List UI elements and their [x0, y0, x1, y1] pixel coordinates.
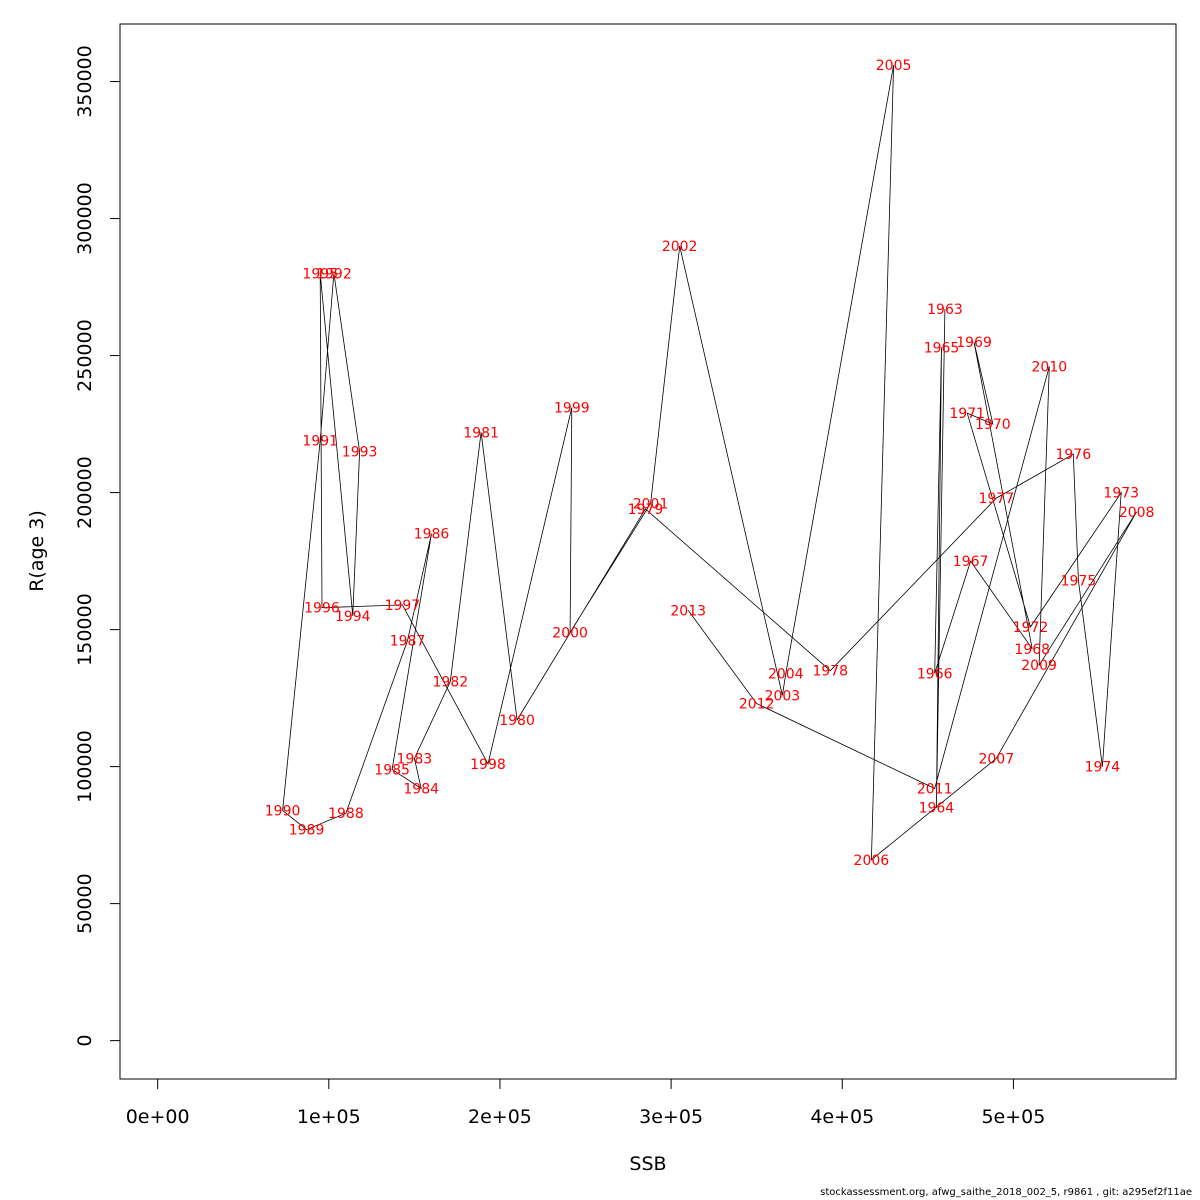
point-label-1987: 1987 — [390, 634, 426, 650]
point-label-1963: 1963 — [927, 302, 963, 318]
plot-frame — [119, 23, 1177, 1080]
point-label-1996: 1996 — [304, 601, 340, 617]
point-label-1977: 1977 — [978, 491, 1014, 507]
point-label-1964: 1964 — [919, 801, 955, 817]
point-label-2013: 2013 — [670, 603, 706, 619]
point-label-2005: 2005 — [876, 58, 912, 74]
point-label-1978: 1978 — [812, 664, 848, 680]
y-tick-label: 100000 — [74, 730, 96, 803]
x-axis-title: SSB — [629, 1153, 666, 1175]
point-label-1992: 1992 — [316, 266, 352, 282]
point-label-1976: 1976 — [1055, 447, 1091, 463]
point-label-2003: 2003 — [765, 688, 801, 704]
y-tick-label: 50000 — [74, 873, 96, 933]
point-label-1993: 1993 — [342, 444, 378, 460]
point-label-1970: 1970 — [975, 417, 1011, 433]
point-label-1988: 1988 — [328, 806, 364, 822]
point-label-2000: 2000 — [552, 625, 588, 641]
y-tick-label: 250000 — [74, 319, 96, 392]
point-label-2008: 2008 — [1119, 505, 1155, 521]
x-tick-label: 3e+05 — [639, 1106, 703, 1128]
x-tick-label: 4e+05 — [810, 1106, 874, 1128]
point-label-1980: 1980 — [499, 713, 535, 729]
footer-note: stockassessment.org, afwg_saithe_2018_00… — [820, 1187, 1192, 1198]
point-label-1984: 1984 — [403, 782, 439, 798]
axis-ticks: 0e+00 1e+05 2e+05 3e+05 4e+05 5e+05 0 50000 1000… — [74, 45, 1045, 1128]
point-label-1973: 1973 — [1103, 486, 1139, 502]
point-label-2006: 2006 — [854, 853, 890, 869]
point-label-2004: 2004 — [768, 666, 804, 682]
point-label-2002: 2002 — [662, 239, 698, 255]
point-label-1969: 1969 — [956, 335, 992, 351]
point-label-1998: 1998 — [470, 757, 506, 773]
point-label-1999: 1999 — [554, 401, 590, 417]
point-label-1991: 1991 — [302, 434, 338, 450]
point-label-1997: 1997 — [385, 598, 421, 614]
point-label-1965: 1965 — [924, 340, 960, 356]
point-label-2012: 2012 — [739, 697, 775, 713]
point-label-1971: 1971 — [949, 406, 985, 422]
point-label-2011: 2011 — [917, 782, 953, 798]
point-label-1989: 1989 — [289, 823, 325, 839]
point-label-1966: 1966 — [917, 666, 953, 682]
point-label-1979: 1979 — [628, 502, 664, 518]
point-label-1974: 1974 — [1085, 760, 1121, 776]
x-tick-label: 1e+05 — [297, 1106, 361, 1128]
point-label-1986: 1986 — [414, 527, 450, 543]
y-tick-label: 0 — [74, 1035, 96, 1047]
y-tick-label: 150000 — [74, 593, 96, 666]
x-tick-label: 2e+05 — [468, 1106, 532, 1128]
point-label-2001: 2001 — [633, 497, 669, 513]
point-label-1972: 1972 — [1013, 620, 1049, 636]
point-label-2010: 2010 — [1032, 360, 1068, 376]
x-tick-label: 0e+00 — [126, 1106, 190, 1128]
point-label-2009: 2009 — [1021, 658, 1057, 674]
y-axis-title: R(age 3) — [26, 510, 48, 592]
point-label-1994: 1994 — [335, 609, 371, 625]
point-label-1975: 1975 — [1061, 573, 1097, 589]
x-tick-label: 5e+05 — [981, 1106, 1045, 1128]
point-label-1968: 1968 — [1014, 642, 1050, 658]
point-label-1995: 1995 — [302, 266, 338, 282]
series-line — [282, 65, 1137, 861]
y-tick-label: 350000 — [74, 45, 96, 118]
y-tick-label: 300000 — [74, 182, 96, 255]
point-label-1990: 1990 — [265, 803, 301, 819]
point-label-1985: 1985 — [374, 762, 410, 778]
point-label-1981: 1981 — [463, 425, 499, 441]
point-label-1982: 1982 — [433, 675, 469, 691]
point-label-2007: 2007 — [978, 751, 1014, 767]
y-tick-label: 200000 — [74, 456, 96, 529]
point-label-1967: 1967 — [953, 554, 989, 570]
point-label-1983: 1983 — [397, 751, 433, 767]
